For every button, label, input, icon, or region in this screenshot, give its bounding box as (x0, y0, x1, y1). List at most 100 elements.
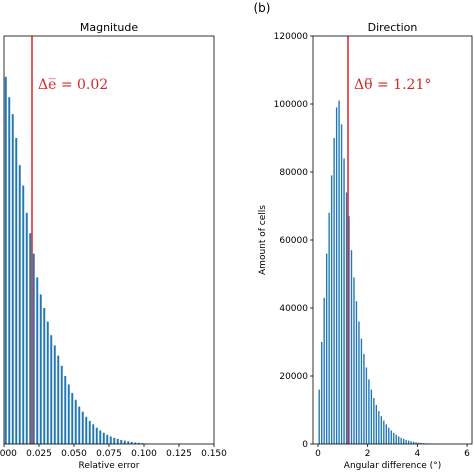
histogram-bar (29, 233, 32, 444)
x-axis-label: Relative error (79, 461, 140, 471)
histogram-bar (383, 420, 385, 444)
panel-title: Direction (368, 21, 418, 34)
histogram-bar (415, 442, 417, 444)
histogram-bar (57, 355, 60, 444)
histogram-bar (39, 294, 42, 444)
panel-direction: Direction (b) 0 2 4 6 0 20000 40000 60000 80000 1… (254, 1, 473, 471)
x-tick-label: 0.150 (201, 449, 227, 459)
histogram-bar (127, 441, 130, 444)
histogram-bar (420, 442, 422, 444)
histogram-bar (95, 427, 98, 444)
histogram-bar (43, 308, 46, 444)
histogram-bar (67, 384, 70, 444)
histogram-bar (350, 250, 353, 444)
histogram-bar (403, 438, 405, 444)
y-tick-label: 0 (302, 440, 308, 450)
histogram-bar (335, 107, 338, 445)
histogram-bar (318, 389, 320, 444)
histogram-bar (92, 424, 95, 444)
x-tick-label: 0 (315, 449, 321, 459)
histogram-bar (405, 439, 407, 444)
histogram-bar (370, 389, 373, 444)
histogram-bar (46, 321, 49, 444)
histogram-bar (8, 97, 11, 444)
reference-annotation: Δe̅ = 0.02 (38, 77, 108, 93)
tick-group: 0.000 0.025 0.050 0.075 0.100 0.125 0.150 (0, 444, 227, 459)
histogram-bar (78, 406, 81, 444)
tick-group: 0 2 4 6 0 20000 40000 60000 80000 100000 120000 (274, 32, 471, 459)
panel-label: (b) (254, 1, 271, 15)
histogram-bar (330, 175, 333, 444)
histogram-bar (134, 442, 137, 444)
histogram-bar (368, 379, 370, 444)
bar-group (4, 76, 147, 445)
histogram-bar (348, 216, 350, 444)
histogram-bar (363, 353, 365, 444)
histogram-bar (360, 338, 363, 444)
x-tick-label: 0.025 (26, 449, 52, 459)
panel-magnitude: Magnitude 0.000 0.025 0.050 0.075 0.100 0.125… (0, 21, 227, 471)
histogram-bar (321, 342, 323, 444)
histogram-bar (410, 441, 412, 444)
histogram-bar (345, 192, 348, 444)
histogram-bar (60, 365, 63, 444)
histogram-bar (64, 376, 67, 444)
histogram-bar (137, 442, 140, 444)
histogram-bar (398, 436, 400, 444)
histogram-bar (393, 432, 395, 444)
histogram-bar (340, 124, 343, 445)
histogram-bar (18, 165, 21, 444)
histogram-bar (400, 437, 402, 444)
histogram-bar (343, 158, 345, 444)
plot-frame (312, 35, 473, 445)
y-tick-label: 60000 (279, 236, 308, 246)
histogram-bar (355, 301, 358, 444)
histogram-bar (407, 440, 410, 444)
histogram-bar (36, 277, 39, 444)
x-tick-label: 0.075 (96, 449, 122, 459)
panel-title: Magnitude (80, 21, 139, 34)
histogram-bar (388, 427, 390, 444)
histogram-bar (323, 297, 325, 444)
histogram-bar (85, 416, 88, 444)
histogram-bar (120, 439, 123, 444)
histogram-bar (358, 321, 360, 444)
x-tick-label: 0.050 (61, 449, 87, 459)
y-tick-label: 40000 (279, 304, 308, 314)
histogram-bar (4, 76, 7, 445)
histogram-bar (325, 253, 328, 444)
histogram-bar (88, 420, 91, 444)
histogram-bar (71, 393, 74, 444)
histogram-bar (328, 212, 330, 444)
histogram-bar (74, 399, 77, 444)
histogram-bar (116, 438, 119, 444)
histogram-bar (375, 404, 378, 444)
histogram-bar (333, 138, 335, 444)
histogram-bar (50, 335, 53, 444)
histogram-bar (109, 436, 112, 444)
histogram-bar (378, 411, 380, 444)
histogram-bar (22, 185, 25, 444)
y-tick-label: 120000 (274, 32, 309, 42)
histogram-bar (81, 411, 84, 444)
histogram-bar (123, 440, 126, 444)
histogram-bar (338, 100, 340, 444)
x-tick-label: 4 (414, 449, 420, 459)
x-tick-label: 0.100 (131, 449, 157, 459)
y-tick-label: 100000 (274, 100, 309, 110)
histogram-bar (365, 367, 368, 444)
histogram-bar (373, 398, 375, 444)
x-tick-label: 6 (464, 449, 470, 459)
histogram-bar (380, 416, 383, 444)
histogram-bar (11, 114, 14, 444)
histogram-bar (417, 442, 420, 444)
histogram-bar (390, 430, 392, 444)
histogram-bar (422, 443, 425, 444)
plot-frame (3, 35, 215, 445)
y-axis-label: Amount of cells (258, 205, 268, 275)
histogram-bar (15, 138, 18, 444)
histogram-bar (102, 432, 105, 444)
histogram-bar (412, 441, 415, 444)
bar-group (318, 100, 442, 445)
